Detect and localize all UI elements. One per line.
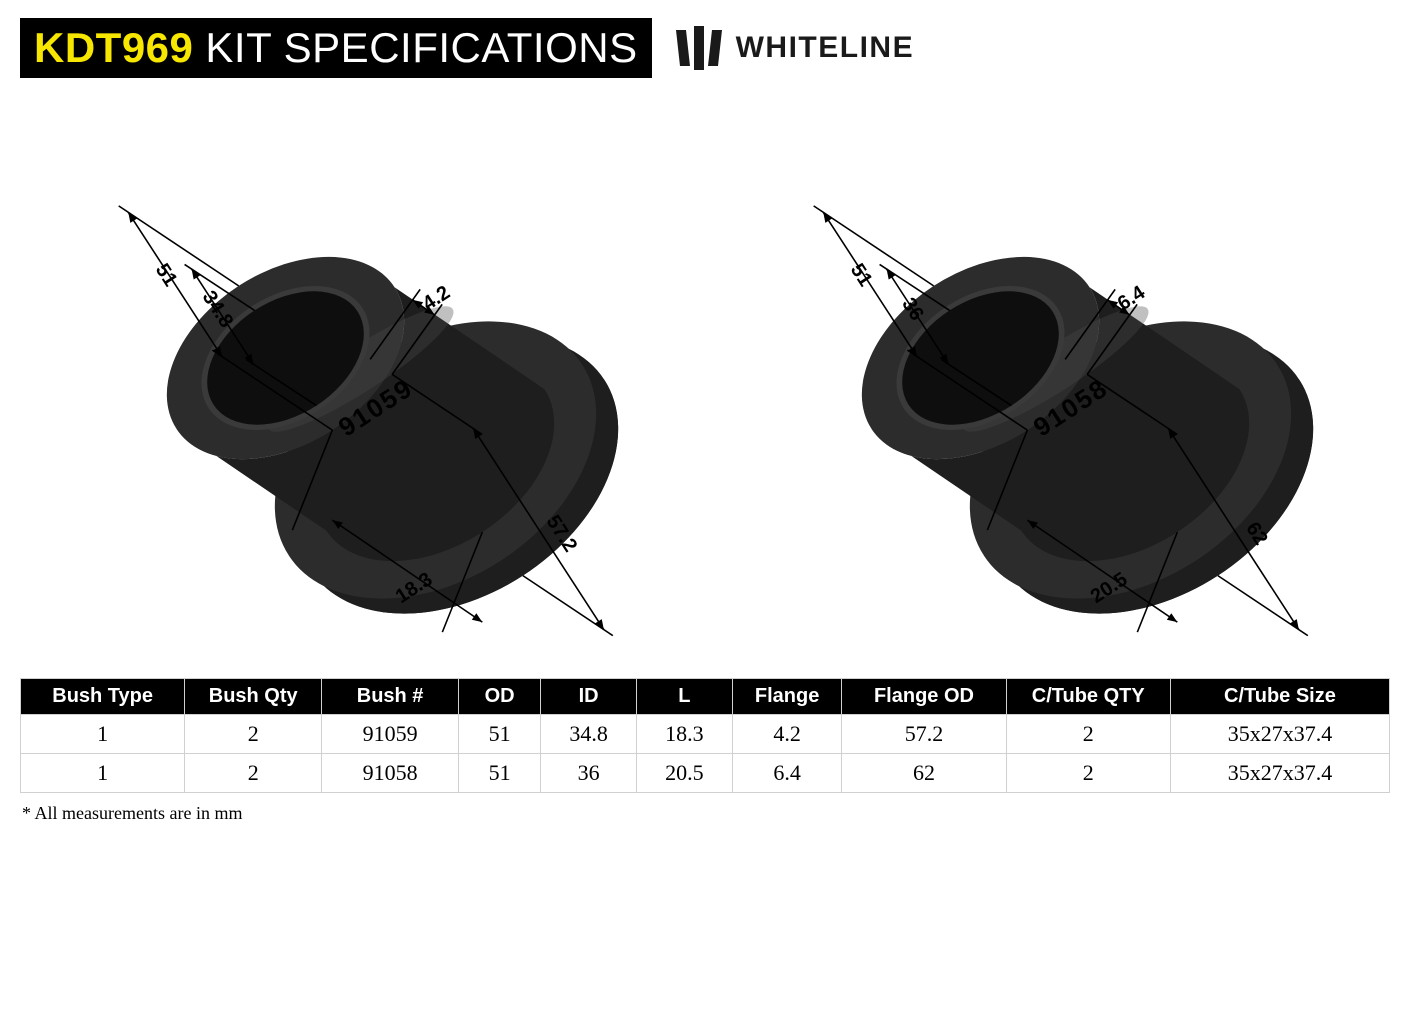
diagrams-row: 910595134.818.357.24.2 91058513620.5626.… — [0, 88, 1410, 668]
table-cell: 91058 — [322, 754, 459, 793]
diagram-left: 910595134.818.357.24.2 — [40, 118, 675, 638]
spec-table: Bush TypeBush QtyBush #ODIDLFlangeFlange… — [20, 678, 1390, 793]
diagram-right: 91058513620.5626.4 — [735, 118, 1370, 638]
table-row: 12910595134.818.34.257.2235x27x37.4 — [21, 715, 1390, 754]
table-cell: 51 — [459, 715, 541, 754]
table-cell: 2 — [1006, 754, 1170, 793]
spec-table-wrap: Bush TypeBush QtyBush #ODIDLFlangeFlange… — [0, 668, 1410, 799]
table-header-cell: OD — [459, 679, 541, 715]
table-header-cell: C/Tube Size — [1170, 679, 1389, 715]
header: KDT969 KIT SPECIFICATIONS WHITELINE — [0, 0, 1410, 88]
table-cell: 91059 — [322, 715, 459, 754]
table-header-cell: Flange — [732, 679, 842, 715]
table-body: 12910595134.818.34.257.2235x27x37.412910… — [21, 715, 1390, 793]
table-cell: 20.5 — [637, 754, 733, 793]
table-header-row: Bush TypeBush QtyBush #ODIDLFlangeFlange… — [21, 679, 1390, 715]
table-header-cell: Bush Qty — [185, 679, 322, 715]
table-cell: 57.2 — [842, 715, 1006, 754]
table-cell: 51 — [459, 754, 541, 793]
kit-code: KDT969 — [34, 24, 193, 72]
table-cell: 2 — [185, 754, 322, 793]
table-row: 1291058513620.56.462235x27x37.4 — [21, 754, 1390, 793]
kit-spec-label: KIT SPECIFICATIONS — [205, 24, 637, 72]
table-header-cell: L — [637, 679, 733, 715]
bushing-diagram: 91058513620.5626.4 — [735, 118, 1370, 638]
bushing-diagram: 910595134.818.357.24.2 — [40, 118, 675, 638]
table-cell: 35x27x37.4 — [1170, 754, 1389, 793]
table-cell: 2 — [1006, 715, 1170, 754]
table-cell: 18.3 — [637, 715, 733, 754]
table-cell: 34.8 — [541, 715, 637, 754]
brand-name: WHITELINE — [736, 31, 915, 65]
brand-mark-icon — [672, 24, 726, 72]
title-box: KDT969 KIT SPECIFICATIONS — [20, 18, 652, 78]
table-cell: 36 — [541, 754, 637, 793]
table-cell: 6.4 — [732, 754, 842, 793]
table-cell: 62 — [842, 754, 1006, 793]
table-header-cell: Flange OD — [842, 679, 1006, 715]
brand-logo: WHITELINE — [672, 24, 915, 72]
table-header-cell: C/Tube QTY — [1006, 679, 1170, 715]
table-cell: 1 — [21, 754, 185, 793]
table-cell: 2 — [185, 715, 322, 754]
table-cell: 1 — [21, 715, 185, 754]
table-cell: 35x27x37.4 — [1170, 715, 1389, 754]
table-cell: 4.2 — [732, 715, 842, 754]
table-header-cell: ID — [541, 679, 637, 715]
table-header-cell: Bush Type — [21, 679, 185, 715]
footnote: * All measurements are in mm — [0, 799, 1410, 828]
table-header-cell: Bush # — [322, 679, 459, 715]
